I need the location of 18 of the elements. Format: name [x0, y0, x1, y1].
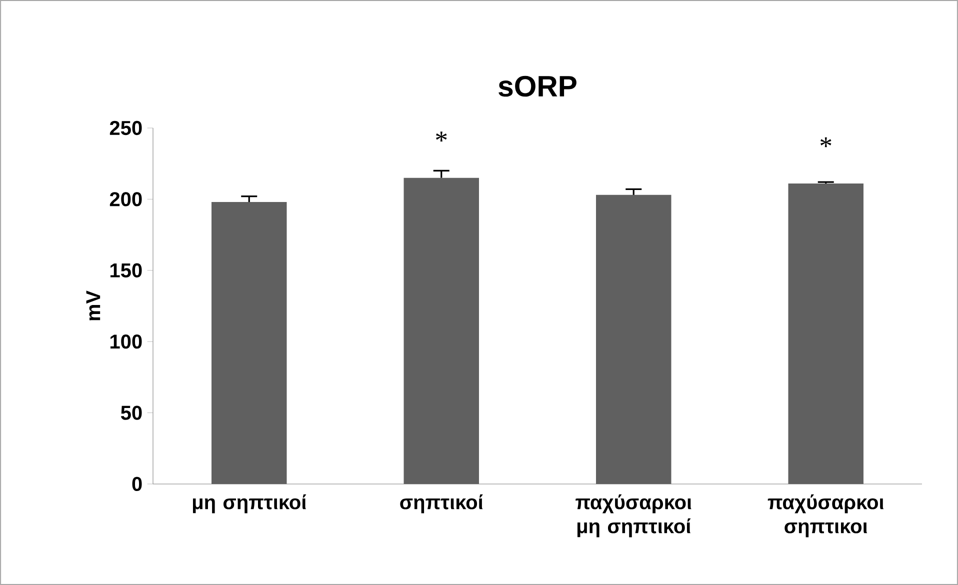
y-tick-label: 250	[110, 120, 142, 136]
y-tick-label: 150	[110, 263, 142, 278]
y-tick-label: 200	[110, 192, 142, 206]
y-tick-label: 0	[132, 476, 142, 492]
bar	[596, 194, 672, 484]
y-axis-title: mV	[86, 290, 100, 320]
annotation: *	[436, 132, 447, 142]
x-tick-label: παχύσαρκοι σηπτικοι	[768, 494, 884, 538]
y-tick-label: 50	[120, 406, 142, 420]
x-tick-label: παχύσαρκοι μη σηπτικοί	[576, 494, 692, 538]
bar	[788, 184, 864, 484]
y-tick-label: 100	[110, 334, 142, 349]
chart-title: sORP	[498, 76, 576, 97]
annotation: *	[820, 137, 832, 148]
x-tick-label: σηπτικοί	[400, 494, 483, 514]
bar	[212, 202, 287, 484]
bar	[404, 178, 479, 484]
x-tick-label: μη σηπτικοί	[192, 494, 306, 514]
